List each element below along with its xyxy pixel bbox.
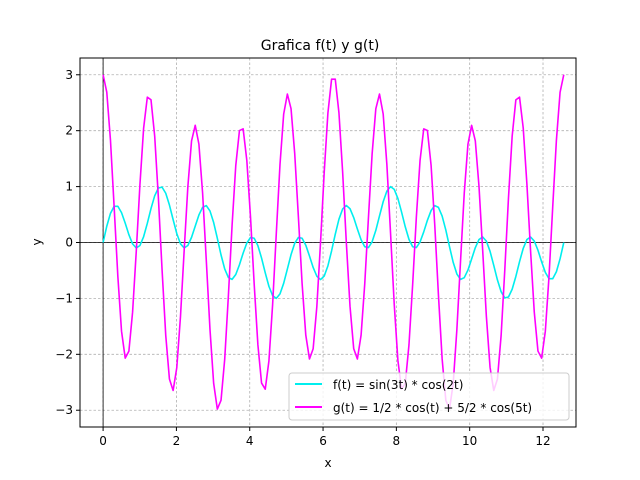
legend-box	[288, 372, 570, 421]
y-tick-label-1: −2	[55, 347, 73, 361]
legend: f(t) = sin(3t) * cos(2t) g(t) = 1/2 * co…	[288, 372, 570, 421]
y-ticks: −3 −2 −1 0 1 2 3	[55, 68, 80, 417]
x-ticks: 0 2 4 6 8 10 12	[99, 427, 551, 448]
x-tick-label-4: 8	[393, 434, 401, 448]
legend-label-f: f(t) = sin(3t) * cos(2t)	[333, 378, 463, 392]
x-tick-label-2: 4	[246, 434, 254, 448]
y-tick-label-5: 2	[65, 124, 73, 138]
y-tick-label-2: −1	[55, 291, 73, 305]
y-tick-label-4: 1	[65, 180, 73, 194]
y-tick-label-3: 0	[65, 236, 73, 250]
y-axis-label: y	[30, 238, 44, 245]
x-tick-label-1: 2	[173, 434, 181, 448]
x-axis-label: x	[324, 456, 331, 470]
x-tick-label-3: 6	[319, 434, 327, 448]
reference-lines	[80, 58, 576, 427]
x-tick-label-0: 0	[99, 434, 107, 448]
y-tick-label-0: −3	[55, 403, 73, 417]
series-line-f	[102, 185, 565, 300]
x-tick-label-6: 12	[535, 434, 550, 448]
series-line-g	[102, 74, 565, 410]
chart-title: Grafica f(t) y g(t)	[261, 38, 380, 54]
legend-label-g: g(t) = 1/2 * cos(t) + 5/2 * cos(5t)	[333, 401, 532, 415]
y-tick-label-6: 3	[65, 68, 73, 82]
x-tick-label-5: 10	[462, 434, 477, 448]
series-group	[102, 74, 565, 410]
